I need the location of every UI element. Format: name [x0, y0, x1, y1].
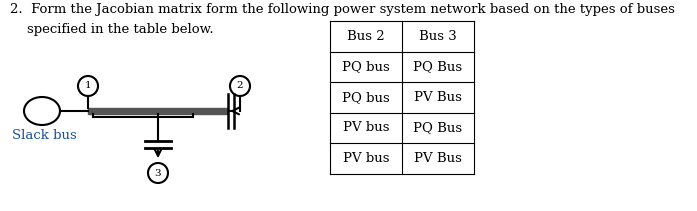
- Text: 2.  Form the Jacobian matrix form the following power system network based on th: 2. Form the Jacobian matrix form the fol…: [10, 3, 675, 16]
- Bar: [88, 108, 228, 114]
- Text: PV bus: PV bus: [343, 121, 389, 134]
- Text: PQ bus: PQ bus: [342, 91, 390, 104]
- Text: PV bus: PV bus: [343, 152, 389, 165]
- Text: 1: 1: [85, 81, 91, 91]
- Text: specified in the table below.: specified in the table below.: [27, 23, 213, 37]
- Text: Bus 3: Bus 3: [419, 30, 457, 43]
- Text: PV Bus: PV Bus: [414, 152, 462, 165]
- Text: 3: 3: [155, 169, 161, 177]
- Text: PQ Bus: PQ Bus: [413, 121, 463, 134]
- Text: 2: 2: [237, 81, 243, 91]
- Text: Slack bus: Slack bus: [12, 129, 77, 142]
- Text: PQ Bus: PQ Bus: [413, 60, 463, 73]
- Text: Bus 2: Bus 2: [347, 30, 385, 43]
- Text: PV Bus: PV Bus: [414, 91, 462, 104]
- Text: PQ bus: PQ bus: [342, 60, 390, 73]
